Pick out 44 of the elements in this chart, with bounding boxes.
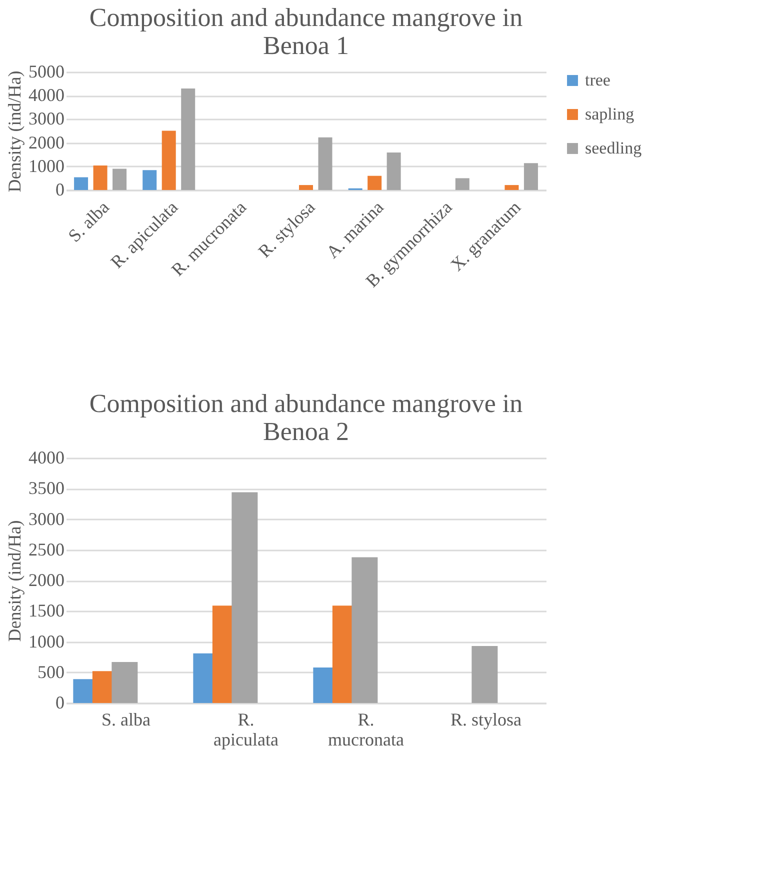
y-axis-title: Density (ind/Ha) [4,70,24,192]
y-tick-label: 3000 [28,108,64,129]
chart-title: Composition and abundance mangrove in Benoa 1 [89,3,523,60]
bar [74,177,88,190]
bar [472,646,498,703]
chart-title: Composition and abundance mangrove in Benoa 2 [89,389,523,446]
y-axis-title: Density (ind/Ha) [4,520,24,642]
y-tick-label: 3000 [28,508,64,529]
y-tick-label: 1000 [28,631,64,652]
y-tick-label: 4000 [28,448,64,468]
y-tick-label: 0 [56,692,64,712]
y-tick-label: 2500 [28,539,64,560]
x-tick-label: S. alba [102,710,150,730]
bar [455,178,470,190]
bar [181,88,196,190]
x-tick-label: R. apiculata [214,710,278,750]
bar [112,662,138,703]
x-tick-label: R. mucronata [328,710,404,750]
bar [232,492,258,703]
y-tick-label: 2000 [28,132,64,152]
bar [524,163,538,190]
bar [318,137,332,190]
y-tick-label: 0 [56,180,64,200]
bar [352,557,378,703]
bar [93,165,108,190]
legend-label: seedling [585,138,642,158]
bar [368,176,382,190]
legend-label: sapling [585,104,635,124]
x-tick-label: S. alba [64,197,114,246]
bar [162,130,176,190]
bar [504,185,519,190]
y-tick-label: 4000 [28,85,64,106]
y-tick-label: 2000 [28,570,64,590]
bar [386,152,401,190]
legend-label: tree [585,70,610,90]
bar [142,170,157,190]
y-tick-label: 1500 [28,600,64,621]
y-tick-label: 5000 [28,62,64,82]
y-tick-label: 3500 [28,478,64,498]
bar [112,168,127,190]
y-tick-label: 500 [38,662,64,682]
y-tick-label: 1000 [28,156,64,176]
x-tick-label: R. stylosa [450,710,522,730]
bar [299,185,313,190]
